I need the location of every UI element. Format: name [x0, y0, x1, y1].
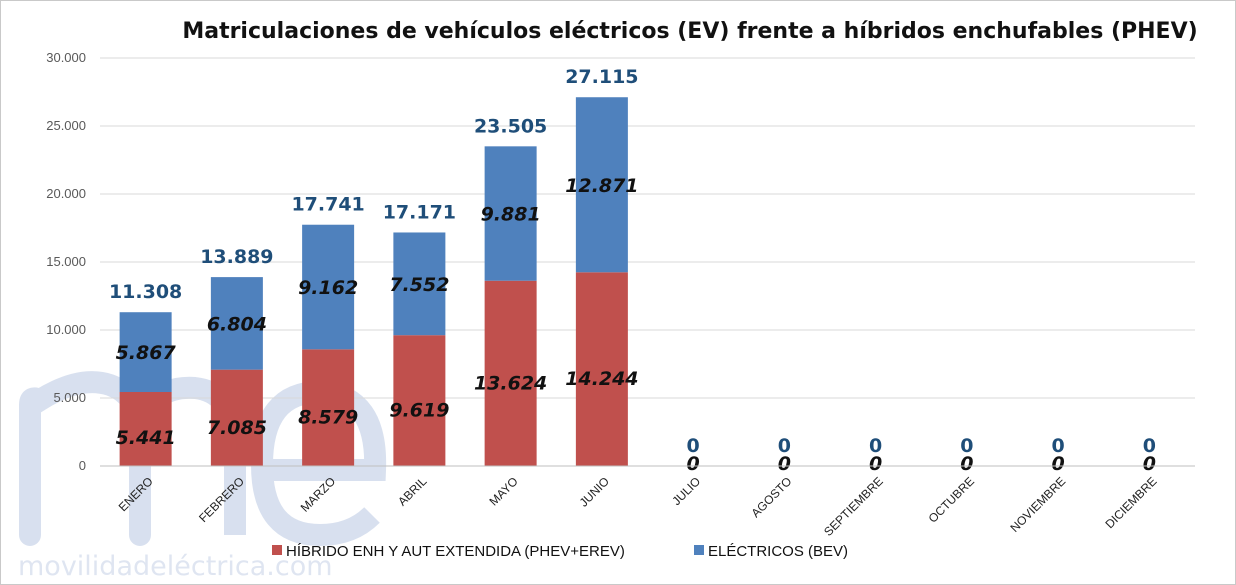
bars	[119, 97, 628, 466]
bar-segment-phev	[393, 335, 446, 466]
bar-segment-bev	[302, 224, 355, 350]
legend: HÍBRIDO ENH Y AUT EXTENDIDA (PHEV+EREV) E…	[272, 543, 848, 560]
bar-segment-bev	[575, 97, 628, 273]
data-label-total: 0	[778, 435, 791, 457]
legend-swatch-phev	[272, 545, 282, 555]
data-label-phev: 0	[960, 453, 973, 475]
x-tick-label: OCTUBRE	[926, 474, 977, 525]
data-label-phev: 9.619	[389, 400, 449, 422]
bar-segment-bev	[484, 146, 537, 281]
data-label-bev: 9.162	[298, 277, 358, 299]
bar-segment-phev	[302, 349, 355, 466]
data-label-total: 11.308	[109, 281, 182, 303]
data-label-phev: 0	[778, 453, 791, 475]
data-label-total: 0	[687, 435, 700, 457]
x-tick-label: JULIO	[669, 474, 703, 508]
data-label-total: 13.889	[200, 246, 273, 268]
data-label-phev: 0	[687, 453, 700, 475]
data-label-total: 0	[1052, 435, 1065, 457]
data-label-bev: 12.871	[565, 175, 638, 197]
y-tick-label: 20.000	[46, 186, 86, 201]
legend-label-phev: HÍBRIDO ENH Y AUT EXTENDIDA (PHEV+EREV)	[286, 543, 625, 560]
bar-segment-phev	[484, 280, 537, 466]
x-tick-label: MAYO	[486, 474, 520, 508]
legend-label-bev: ELÉCTRICOS (BEV)	[708, 543, 848, 560]
bar-segment-phev	[119, 392, 172, 466]
chart-title: Matriculaciones de vehículos eléctricos …	[182, 19, 1197, 44]
bar-segment-bev	[119, 312, 172, 393]
data-label-total: 23.505	[474, 115, 547, 137]
y-tick-label: 30.000	[46, 50, 86, 65]
data-label-phev: 0	[1052, 453, 1065, 475]
x-tick-label: AGOSTO	[748, 474, 794, 520]
y-tick-label: 15.000	[46, 254, 86, 269]
data-label-total: 0	[1143, 435, 1156, 457]
data-label-phev: 7.085	[207, 417, 267, 439]
y-tick-label: 0	[79, 458, 86, 473]
data-label-phev: 13.624	[474, 372, 547, 394]
bar-segment-phev	[575, 272, 628, 466]
legend-swatch-bev	[694, 545, 704, 555]
y-tick-label: 5.000	[53, 390, 86, 405]
data-label-phev: 8.579	[298, 407, 358, 429]
x-tick-label: ABRIL	[395, 474, 430, 509]
x-tick-label: DICIEMBRE	[1102, 474, 1159, 531]
data-label-bev: 5.867	[116, 342, 177, 364]
data-label-bev: 7.552	[389, 274, 449, 296]
bar-segment-bev	[393, 232, 446, 336]
data-label-bev: 6.804	[207, 313, 267, 335]
data-label-total: 17.741	[291, 194, 364, 216]
data-label-bev: 9.881	[481, 204, 541, 226]
data-label-total: 0	[869, 435, 882, 457]
data-label-phev: 5.441	[116, 427, 176, 449]
data-labels: 5.441 5.867 11.308 7.085 6.804 13.889 8.579 9.1…	[109, 66, 1156, 475]
watermark-text: movilidadeléctrica.com	[18, 551, 333, 582]
y-tick-label: 10.000	[46, 322, 86, 337]
data-label-phev: 14.244	[565, 368, 638, 390]
x-tick-label: SEPTIEMBRE	[821, 474, 886, 539]
data-label-total: 17.171	[383, 201, 456, 223]
data-label-phev: 0	[869, 453, 882, 475]
x-tick-label: JUNIO	[577, 474, 612, 509]
bar-segment-bev	[210, 277, 263, 370]
bar-segment-phev	[210, 369, 263, 466]
y-axis: 0 5.000 10.000 15.000 20.000 25.000 30.000	[46, 50, 86, 473]
y-tick-label: 25.000	[46, 118, 86, 133]
x-tick-label: NOVIEMBRE	[1007, 474, 1068, 535]
data-label-total: 27.115	[565, 66, 638, 88]
data-label-total: 0	[960, 435, 973, 457]
data-label-phev: 0	[1143, 453, 1156, 475]
